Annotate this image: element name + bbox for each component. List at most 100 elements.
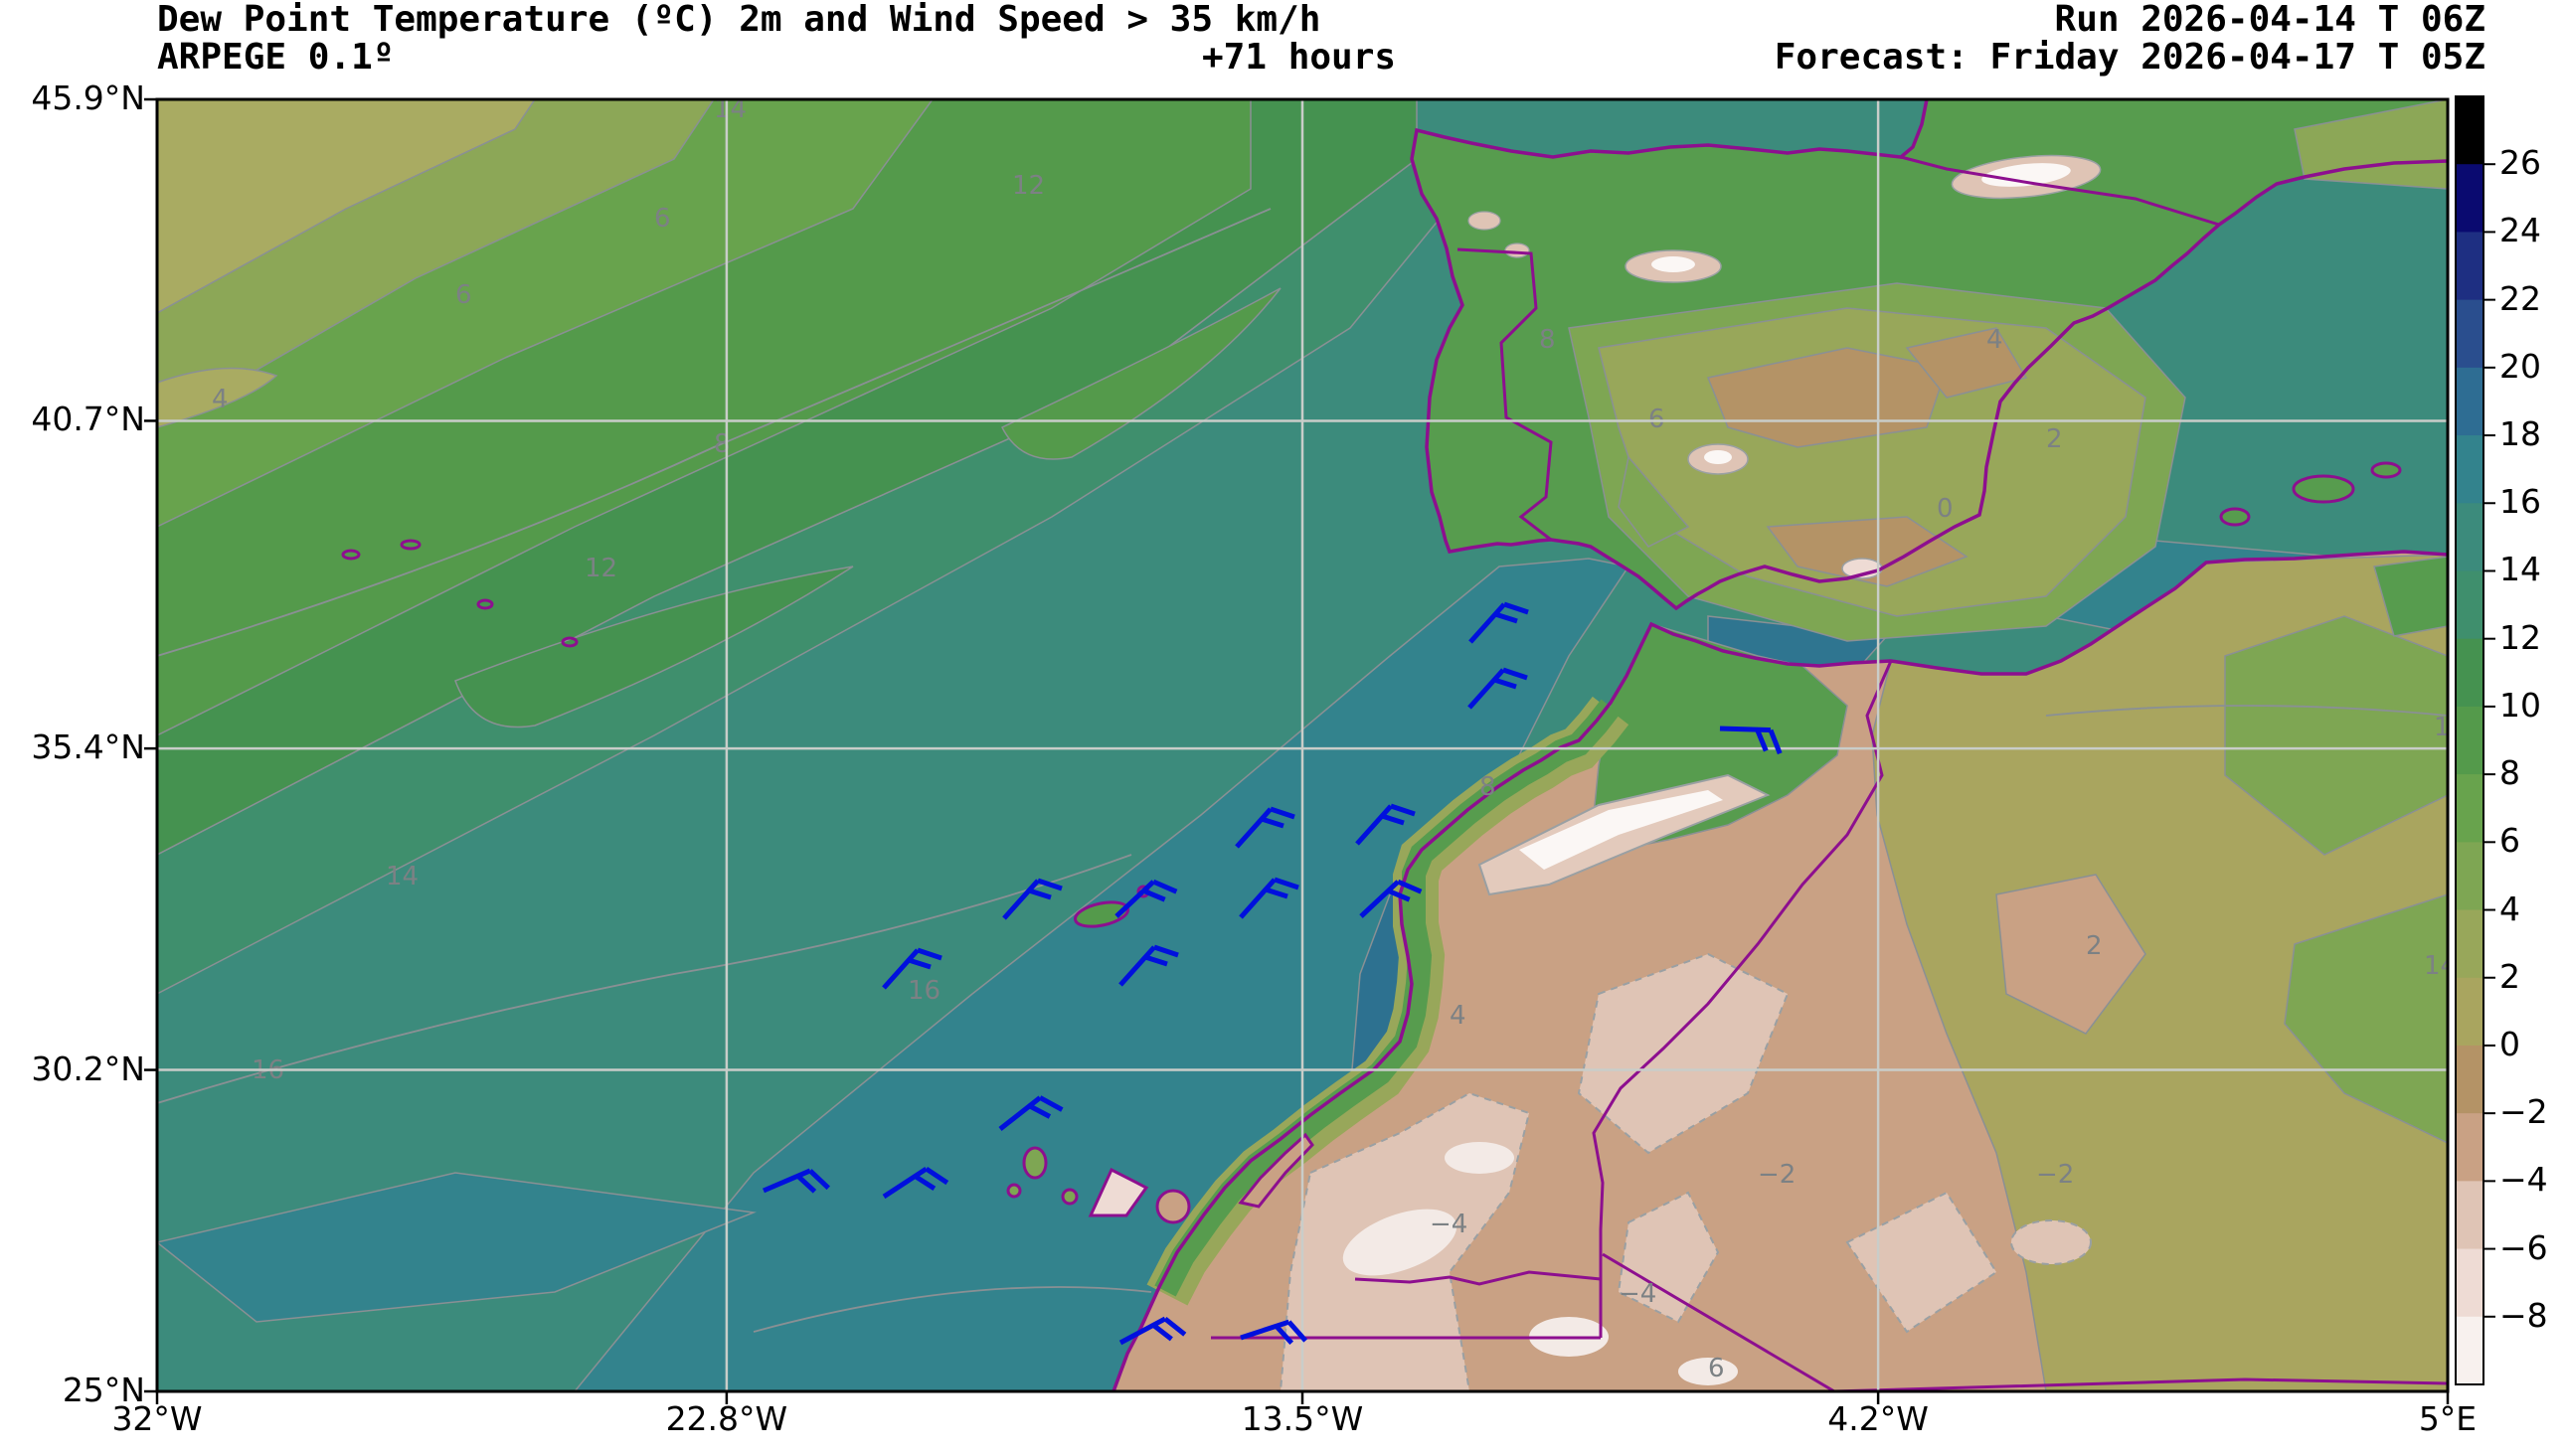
- ibiza-island: [2219, 507, 2251, 527]
- contour-label: −4: [1430, 1210, 1467, 1239]
- contour-label: 2: [2086, 931, 2103, 961]
- colorbar-tick-label: −8: [2499, 1295, 2548, 1335]
- colorbar-tick-label: 4: [2499, 889, 2520, 928]
- contour-label: 8: [1539, 325, 1556, 355]
- colorbar-segment: [2456, 774, 2483, 844]
- contour-label: 12: [1012, 171, 1045, 201]
- colorbar-tick-label: −2: [2499, 1092, 2548, 1132]
- colorbar-tick-label: 26: [2499, 143, 2541, 183]
- gran-canaria-island: [1155, 1189, 1191, 1224]
- contour-label: 6: [1648, 404, 1665, 434]
- colorbar-tick-label: 2: [2499, 956, 2520, 996]
- coastlines-borders: [1112, 99, 2448, 1391]
- contour-label: 0: [1937, 494, 1954, 524]
- chart-title: Dew Point Temperature (ºC) 2m and Wind S…: [157, 0, 1321, 40]
- colorbar-tick-label: −4: [2499, 1160, 2548, 1200]
- tenerife-island: [1088, 1167, 1149, 1217]
- colorbar-segment: [2456, 1316, 2483, 1385]
- algeria-mauritania-border: [1602, 1252, 1835, 1391]
- contour-label: 14: [2434, 713, 2467, 742]
- dewpoint-contours: [157, 208, 2448, 1333]
- colorbar-segment: [2456, 1113, 2483, 1183]
- lat-tick-label: 30.2°N: [31, 1049, 145, 1088]
- contour-label: 4: [212, 385, 229, 414]
- contour-label: −2: [1758, 1160, 1796, 1190]
- contour-label: 16: [908, 976, 941, 1006]
- lon-tick-label: 4.2°W: [1827, 1399, 1929, 1438]
- lon-tick-label: 22.8°W: [665, 1399, 788, 1438]
- colorbar-segment: [2456, 706, 2483, 775]
- contour-label: 2: [2046, 424, 2063, 454]
- colorbar: [2455, 95, 2495, 1385]
- la-palma-island: [1022, 1146, 1048, 1180]
- colorbar-tick-label: 14: [2499, 550, 2541, 589]
- colorbar-segment: [2456, 842, 2483, 911]
- forecast-timestamp: Forecast: Friday 2026-04-17 T 05Z: [1774, 37, 2485, 78]
- lon-tick-label: 32°W: [111, 1399, 203, 1438]
- contour-label: 14: [386, 862, 419, 891]
- colorbar-segment: [2456, 164, 2483, 234]
- africa-landmass: [1113, 552, 2448, 1391]
- azores-islet: [341, 549, 361, 561]
- colorbar-segment: [2456, 1045, 2483, 1114]
- contour-label: 4: [1450, 1001, 1466, 1031]
- mallorca-island: [2292, 474, 2355, 504]
- colorbar-frame: [2455, 95, 2484, 1385]
- colorbar-segment: [2456, 503, 2483, 572]
- morocco-wsahara-border: [1354, 1270, 1602, 1286]
- africa-coastline: [1112, 550, 2448, 1391]
- colorbar-segment: [2456, 638, 2483, 708]
- colorbar-tick-label: 24: [2499, 211, 2541, 250]
- pyrenees-border: [1900, 155, 2220, 227]
- model-label: ARPEGE 0.1º: [157, 37, 395, 78]
- europe-coastline: [1410, 99, 2448, 611]
- colorbar-segment: [2456, 909, 2483, 979]
- lat-tick-label: 45.9°N: [31, 79, 145, 117]
- lon-tick-label: 13.5°W: [1241, 1399, 1364, 1438]
- lat-tick-label: 25°N: [62, 1371, 145, 1409]
- lead-time-label: +71 hours: [1202, 37, 1397, 78]
- contour-label: 12: [585, 554, 617, 583]
- algeria-mali-border: [1833, 1377, 2448, 1391]
- contour-label: 6: [455, 280, 472, 310]
- colorbar-tick-label: 8: [2499, 753, 2520, 793]
- lanzarote-fuerteventura: [1238, 1132, 1314, 1209]
- colorbar-segment: [2456, 96, 2483, 166]
- colorbar-tick-label: 10: [2499, 685, 2541, 725]
- colorbar-segment: [2456, 367, 2483, 436]
- lat-tick-label: 35.4°N: [31, 728, 145, 767]
- colorbar-tick-label: 0: [2499, 1024, 2520, 1063]
- colorbar-segment: [2456, 1181, 2483, 1250]
- lat-tick-label: 40.7°N: [31, 400, 145, 439]
- colorbar-segment: [2456, 1248, 2483, 1318]
- contour-label: −4: [1619, 1279, 1656, 1309]
- colorbar-tick-label: −6: [2499, 1227, 2548, 1267]
- colorbar-segment: [2456, 977, 2483, 1047]
- colorbar-segment: [2456, 570, 2483, 640]
- colorbar-segment: [2456, 435, 2483, 505]
- colorbar-tick-label: 6: [2499, 821, 2520, 861]
- islands: [341, 461, 2402, 1224]
- lon-tick-label: 5°E: [2418, 1399, 2478, 1438]
- colorbar-tick-label: 18: [2499, 414, 2541, 454]
- colorbar-tick-label: 20: [2499, 346, 2541, 386]
- colorbar-tick-label: 12: [2499, 617, 2541, 657]
- menorca-island: [2370, 461, 2402, 479]
- colorbar-segment: [2456, 299, 2483, 369]
- axes-frame: [144, 97, 2450, 1404]
- contour-label: −2: [2036, 1160, 2074, 1190]
- portugal-spain-border: [1456, 247, 1553, 542]
- colorbar-segment: [2456, 232, 2483, 301]
- run-timestamp: Run 2026-04-14 T 06Z: [2054, 0, 2485, 40]
- contour-label: 14: [714, 94, 747, 124]
- colorbar-tick-label: 16: [2499, 482, 2541, 522]
- gridline-layer: [157, 99, 2448, 1391]
- contour-label: 4: [1986, 325, 2003, 355]
- colorbar-tick-label: 22: [2499, 278, 2541, 318]
- morocco-algeria-border: [1592, 660, 1893, 1338]
- contour-label: 14: [2424, 951, 2457, 981]
